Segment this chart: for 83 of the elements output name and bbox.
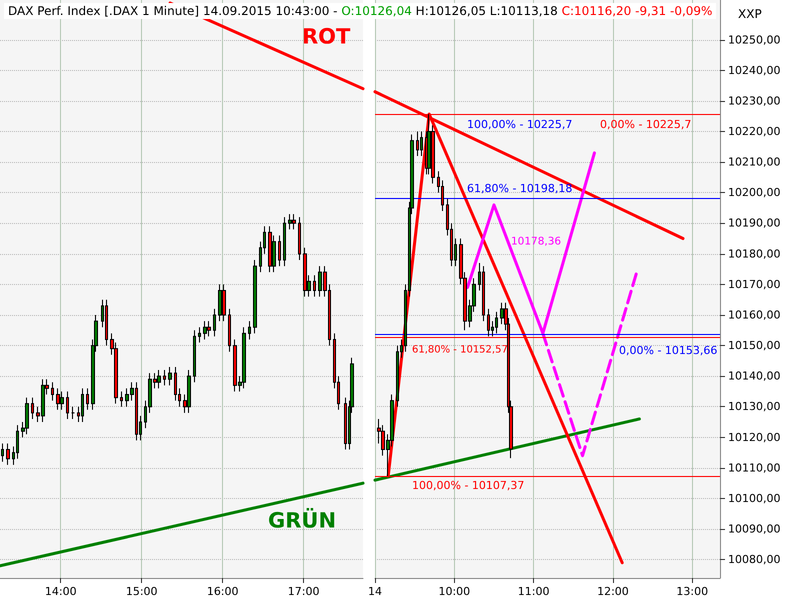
candlestick <box>163 370 166 386</box>
x-tick-label: 13:00 <box>676 585 708 598</box>
annotation: GRÜN <box>268 508 336 532</box>
x-tick-label: 10:00 <box>438 585 470 598</box>
y-tick-label: 10140,00 <box>728 370 780 383</box>
candlestick <box>248 320 251 340</box>
x-tick-label: 12:00 <box>597 585 629 598</box>
y-tick-label: 10250,00 <box>728 33 780 46</box>
candlestick <box>303 247 307 298</box>
y-tick-label: 10190,00 <box>728 216 780 230</box>
annotation: H:10126,05 L:10113,18 <box>416 4 559 18</box>
candlestick <box>6 442 10 466</box>
candlestick <box>25 397 29 435</box>
candlestick <box>105 299 108 346</box>
text: XXP <box>738 7 762 21</box>
candlestick <box>242 326 246 389</box>
y-tick-label: 10220,00 <box>728 125 780 138</box>
candlestick <box>86 388 89 410</box>
candlestick <box>71 406 75 420</box>
candlestick <box>253 259 257 334</box>
candlestick <box>203 320 207 340</box>
candlestick <box>120 390 123 408</box>
candlestick <box>193 330 196 383</box>
candlestick <box>168 366 172 386</box>
annotation: 0,00% - 10153,66 <box>619 344 718 357</box>
y-tick-label: 10210,00 <box>728 156 780 169</box>
candlestick <box>298 216 301 260</box>
candlestick <box>157 370 161 389</box>
x-tick-label: 14 <box>368 585 382 598</box>
y-tick-label: 10160,00 <box>728 308 780 322</box>
candlestick <box>222 284 226 322</box>
y-tick-label: 10120,00 <box>728 430 780 444</box>
y-tick-label: 10200,00 <box>728 186 780 200</box>
candlestick <box>51 382 54 402</box>
y-tick-label: 10240,00 <box>728 64 780 77</box>
chart-subtitle: 14.09.2015 10:43:00 - <box>202 4 338 18</box>
candlestick <box>198 326 201 344</box>
candlestick <box>268 226 272 273</box>
x-tick-label: 17:00 <box>288 585 320 598</box>
x-tick-label: 15:00 <box>126 585 158 598</box>
annotation: 100,00% - 10107,37 <box>412 479 524 492</box>
y-tick-label: 10090,00 <box>728 522 780 536</box>
candlestick <box>213 308 216 337</box>
candlestick <box>187 370 191 414</box>
y-tick-label: 10080,00 <box>728 553 780 566</box>
candlestick <box>228 308 231 352</box>
candlestick <box>81 388 84 423</box>
annotation: 61,80% - 10152,57 <box>412 344 508 356</box>
candlestick <box>56 388 60 410</box>
y-tick-label: 10110,00 <box>728 461 780 474</box>
annotation: 61,80% - 10198,18 <box>467 182 572 195</box>
candlestick <box>1 442 4 462</box>
y-tick-label: 10230,00 <box>728 94 780 108</box>
candlestick <box>278 234 281 267</box>
candlestick <box>482 266 485 322</box>
candlestick <box>218 284 222 322</box>
annotation: ROT <box>302 24 352 48</box>
chart-title: DAX Perf. Index [.DAX 1 Minute] <box>8 4 200 18</box>
annotation: 100,00% - 10225,7 <box>467 118 572 131</box>
candlestick <box>420 131 423 156</box>
x-tick-label: 16:00 <box>206 585 239 598</box>
annotation: C:10116,20 -9,31 -0,09% <box>562 4 712 18</box>
candlestick <box>416 131 419 156</box>
candlestick <box>66 390 69 420</box>
x-tick-label: 14:00 <box>44 585 77 598</box>
y-tick-label: 10100,00 <box>728 492 780 505</box>
candlestick <box>31 397 34 420</box>
candlestick <box>495 311 498 334</box>
candlestick <box>344 397 347 450</box>
candlestick <box>288 214 292 230</box>
y-tick-label: 10150,00 <box>728 339 780 352</box>
candlestick <box>292 214 296 230</box>
y-tick-label: 10130,00 <box>728 400 780 414</box>
annotation: O:10126,04 <box>341 4 413 18</box>
annotation: 10178,36 <box>511 236 562 248</box>
candlestick <box>60 390 64 410</box>
y-tick-label: 10170,00 <box>728 278 780 291</box>
candlestick <box>207 320 211 337</box>
annotation: 0,00% - 10225,7 <box>600 118 692 131</box>
y-tick-label: 10180,00 <box>728 247 780 260</box>
x-tick-label: 11:00 <box>518 585 550 598</box>
candlestick <box>313 274 316 298</box>
candlestick <box>283 216 286 267</box>
